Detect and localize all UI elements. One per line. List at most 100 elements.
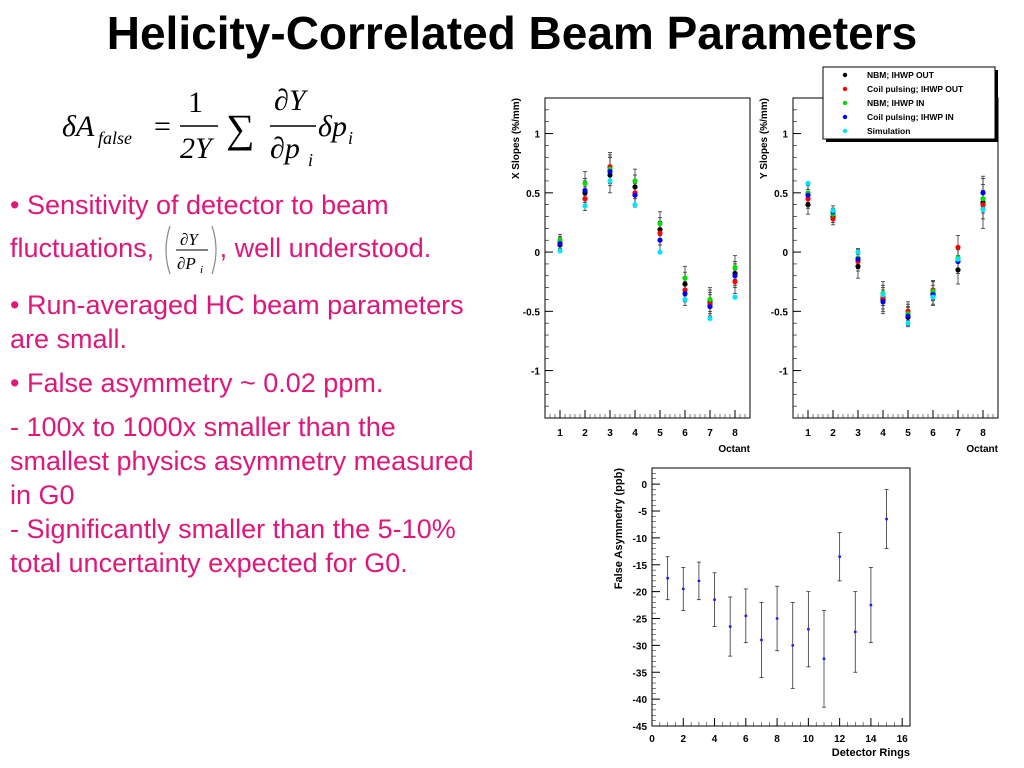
- data-point: [657, 221, 663, 227]
- x-tick-label: 1: [557, 428, 563, 439]
- data-point: [805, 180, 811, 186]
- y-tick-label: 0.5: [526, 189, 540, 200]
- x-tick-label: 2: [680, 734, 686, 745]
- data-point: [775, 617, 779, 620]
- data-point: [853, 630, 857, 634]
- data-point: [557, 237, 563, 243]
- legend-entry: NBM; IHWP OUT: [867, 70, 935, 80]
- formula-deriv-num: ∂Y: [274, 84, 309, 117]
- bullet-false-asym: • False asymmetry ~ 0.02 ppm.: [10, 368, 384, 398]
- data-point: [682, 296, 688, 303]
- data-point: [728, 625, 732, 628]
- bullet-list: • Sensitivity of detector to beam fluctu…: [10, 188, 490, 580]
- formula-coef-num: 1: [188, 86, 203, 119]
- data-point: [955, 267, 961, 273]
- legend-marker: [842, 114, 848, 120]
- x-tick-label: 14: [865, 734, 877, 745]
- x-tick-label: 2: [830, 428, 836, 439]
- data-point: [707, 315, 713, 322]
- legend-entry: Coil pulsing; IHWP OUT: [867, 84, 964, 94]
- x-tick-label: 0: [649, 734, 655, 745]
- data-point: [822, 657, 826, 661]
- x-slopes-chart: 1 0.5 0 -0.5 -1 1 2 3 4 5 6 7 8 Octant X Slopes (%/mm): [511, 97, 751, 455]
- data-point: [582, 187, 588, 194]
- bullet-sensitivity: • Sensitivity of detector to beam fluctu…: [10, 188, 490, 278]
- y-tick-label: 1: [534, 130, 540, 141]
- bullet-sub-uncertainty: - Significantly smaller than the 5-10% t…: [10, 514, 456, 578]
- data-point: [557, 248, 563, 254]
- bullet-1-tail: , well understood.: [219, 233, 432, 264]
- data-point: [830, 207, 836, 214]
- data-point: [980, 190, 986, 196]
- data-point: [632, 184, 638, 190]
- x-tick-label: 3: [855, 428, 861, 439]
- x-tick-label: 8: [774, 734, 780, 745]
- inline-frac-num: ∂Y: [180, 230, 199, 249]
- x-tick-label: 12: [834, 734, 846, 745]
- legend-box: [822, 66, 996, 140]
- x-axis-label: Octant: [966, 444, 998, 455]
- data-point: [955, 256, 961, 262]
- formula-tail: δp: [318, 110, 347, 143]
- data-point: [855, 256, 861, 262]
- data-point: [905, 320, 911, 326]
- data-point: [930, 288, 936, 294]
- bullet-hc-params: • Run-averaged HC beam parameters are sm…: [10, 290, 464, 354]
- plot-frame: [544, 97, 751, 419]
- data-point: [682, 281, 688, 287]
- y-tick-label: 1: [782, 130, 788, 141]
- data-point: [657, 226, 663, 233]
- data-point: [682, 290, 688, 297]
- data-point: [657, 237, 663, 243]
- x-tick-label: 4: [712, 734, 718, 745]
- y-tick-label: -1: [779, 367, 788, 378]
- x-tick-label: 7: [707, 428, 713, 439]
- y-axis-label: X Slopes (%/mm): [511, 98, 522, 179]
- y-tick-label: -45: [633, 722, 648, 733]
- data-point: [805, 202, 811, 208]
- data-point: [557, 241, 563, 247]
- y-tick-label: 0: [782, 248, 788, 259]
- x-tick-label: 7: [955, 428, 961, 439]
- data-point: [732, 294, 738, 300]
- data-point: [681, 587, 685, 591]
- false-asymmetry-chart: 0-5-10-15-20-25-30-35-40-450 2 4 6 8 10 12 14 16…: [613, 467, 911, 759]
- data-point: [791, 643, 795, 647]
- x-axis-label: Octant: [718, 444, 750, 455]
- data-point: [732, 264, 738, 271]
- x-tick-label: 10: [803, 734, 815, 745]
- bullet-1-text: • Sensitivity of detector to beam fluctu…: [10, 190, 389, 264]
- data-point: [855, 249, 861, 255]
- inline-derivative: ∂Y ∂P i: [164, 225, 217, 276]
- y-tick-label: -10: [633, 534, 648, 545]
- formula-equals: =: [154, 110, 171, 143]
- data-point: [682, 275, 688, 281]
- data-point: [582, 180, 588, 186]
- data-point: [607, 168, 613, 175]
- y-slopes-chart: 1 0.5 0 -0.5 -1 1 2 3 4 5 6 7 8 Octant Y Slopes (%/mm)…: [759, 66, 999, 455]
- data-point: [732, 279, 738, 285]
- data-point: [880, 292, 886, 298]
- x-tick-label: 6: [743, 734, 749, 745]
- data-point: [666, 576, 670, 580]
- y-tick-label: 0: [534, 248, 540, 259]
- formula-tail-sub: i: [348, 128, 353, 148]
- formula-sum: ∑: [226, 106, 255, 151]
- inline-frac-sub: i: [200, 264, 203, 276]
- x-axis-label: Detector Rings: [832, 747, 910, 759]
- data-point: [582, 203, 588, 209]
- data-point: [632, 178, 638, 184]
- data-point: [838, 555, 842, 559]
- formula-coef-den: 2Y: [180, 132, 215, 165]
- legend-entry: Coil pulsing; IHWP IN: [867, 112, 954, 122]
- data-point: [805, 196, 811, 202]
- x-tick-label: 5: [905, 428, 911, 439]
- y-tick-label: -1: [531, 367, 540, 378]
- data-point: [930, 294, 936, 300]
- data-point: [869, 603, 873, 607]
- y-tick-label: -40: [633, 695, 648, 706]
- data-point: [682, 287, 688, 293]
- x-tick-label: 3: [607, 428, 613, 439]
- y-tick-label: -15: [633, 561, 648, 572]
- y-tick-label: -20: [633, 588, 648, 599]
